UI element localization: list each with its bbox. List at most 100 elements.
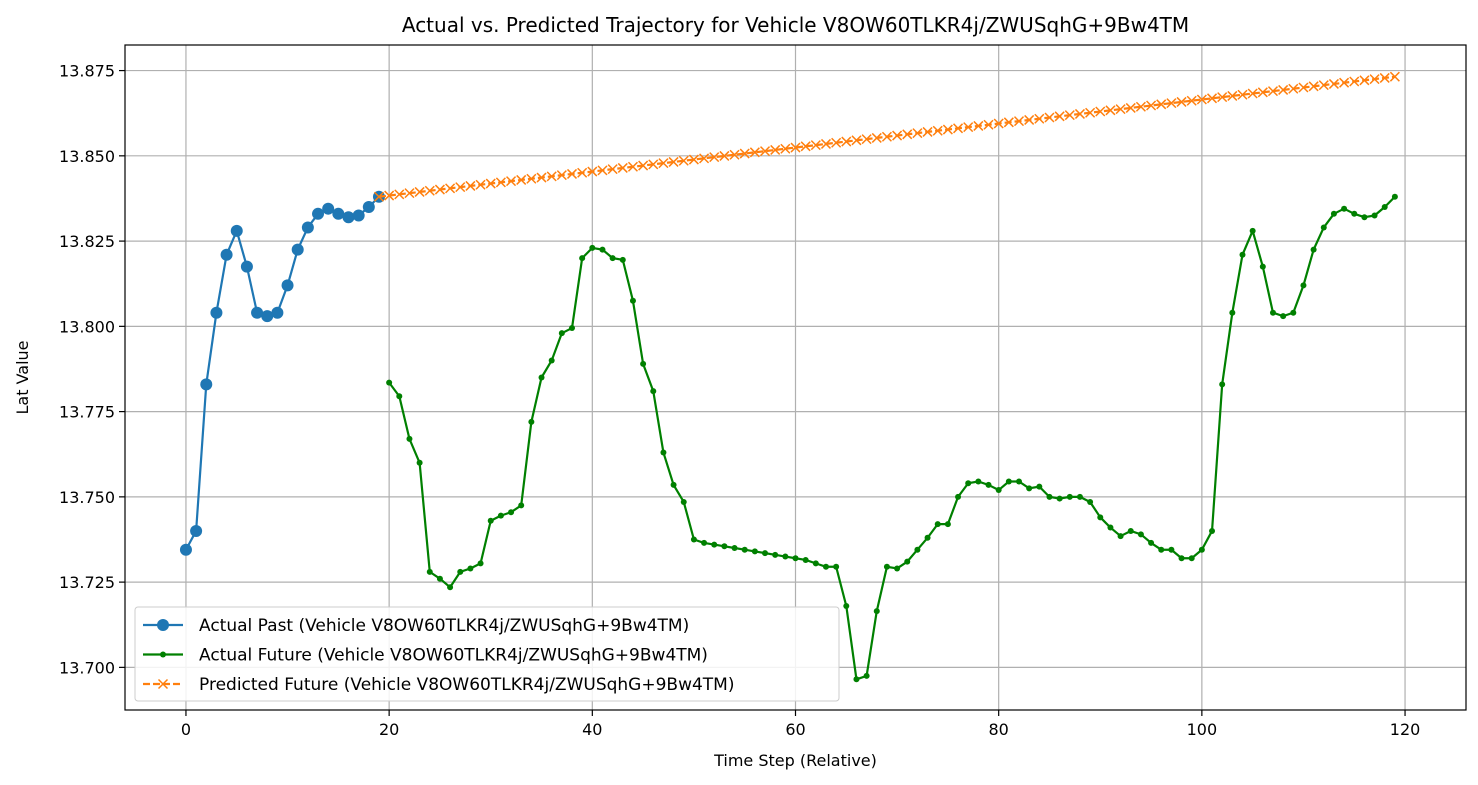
legend: Actual Past (Vehicle V8OW60TLKR4j/ZWUSqh… bbox=[134, 606, 840, 702]
data-point bbox=[546, 171, 557, 182]
data-point bbox=[1391, 193, 1398, 200]
data-point bbox=[833, 563, 840, 570]
data-point bbox=[711, 541, 718, 548]
data-point bbox=[569, 325, 575, 332]
data-point bbox=[699, 153, 710, 164]
data-point bbox=[965, 480, 972, 487]
data-point bbox=[1310, 246, 1317, 253]
legend-swatch-marker bbox=[157, 678, 169, 690]
data-point bbox=[1168, 546, 1175, 553]
data-point bbox=[995, 487, 1002, 494]
data-point bbox=[516, 174, 527, 185]
data-point bbox=[1085, 107, 1096, 118]
x-tick-label: 60 bbox=[785, 720, 805, 739]
data-point bbox=[414, 186, 425, 197]
data-point bbox=[1066, 493, 1073, 500]
legend-item: Actual Future (Vehicle V8OW60TLKR4j/ZWUS… bbox=[143, 646, 708, 666]
data-point bbox=[220, 248, 233, 261]
data-point bbox=[332, 207, 345, 220]
data-point bbox=[1064, 110, 1075, 121]
data-point bbox=[352, 209, 365, 222]
data-point bbox=[820, 138, 832, 149]
data-point bbox=[179, 543, 192, 556]
data-point bbox=[1198, 546, 1205, 553]
data-point bbox=[670, 481, 677, 488]
data-point bbox=[759, 146, 771, 157]
data-point bbox=[904, 558, 911, 565]
data-point bbox=[1076, 493, 1083, 500]
data-point bbox=[240, 260, 253, 273]
legend-label: Predicted Future (Vehicle V8OW60TLKR4j/Z… bbox=[199, 675, 734, 695]
data-point bbox=[1369, 74, 1380, 85]
data-point bbox=[922, 126, 933, 137]
data-point bbox=[772, 551, 779, 558]
data-point bbox=[963, 122, 974, 133]
y-tick-label: 13.700 bbox=[59, 658, 115, 677]
data-point bbox=[627, 161, 638, 172]
data-point bbox=[301, 221, 314, 234]
data-point bbox=[1026, 485, 1033, 492]
data-point bbox=[841, 136, 852, 147]
data-point bbox=[660, 449, 667, 456]
data-point bbox=[1278, 84, 1289, 95]
data-point bbox=[384, 190, 395, 201]
data-point bbox=[322, 202, 335, 215]
data-point bbox=[426, 568, 433, 575]
x-tick-label: 80 bbox=[989, 720, 1009, 739]
data-point bbox=[1219, 381, 1226, 388]
data-point bbox=[1115, 104, 1126, 115]
data-point bbox=[1288, 83, 1299, 94]
data-point bbox=[1371, 212, 1378, 219]
data-point bbox=[810, 140, 821, 151]
data-point bbox=[1196, 94, 1207, 105]
data-point bbox=[1176, 96, 1187, 107]
data-point bbox=[1125, 102, 1136, 113]
data-point bbox=[536, 172, 547, 183]
data-point bbox=[599, 246, 606, 253]
data-point bbox=[342, 211, 355, 224]
data-point bbox=[1257, 87, 1268, 98]
data-point bbox=[993, 118, 1004, 129]
data-point bbox=[1034, 113, 1045, 124]
data-point bbox=[1259, 263, 1266, 270]
data-point bbox=[688, 154, 699, 165]
x-tick-label: 100 bbox=[1187, 720, 1218, 739]
data-point bbox=[281, 279, 294, 292]
data-point bbox=[729, 149, 740, 160]
data-point bbox=[396, 393, 403, 400]
data-point bbox=[924, 534, 931, 541]
y-tick-label: 13.775 bbox=[59, 403, 115, 422]
data-point bbox=[518, 502, 525, 509]
data-point bbox=[1267, 86, 1279, 97]
data-point bbox=[1046, 493, 1053, 500]
data-point bbox=[200, 378, 213, 391]
data-point bbox=[1239, 251, 1246, 258]
data-point bbox=[873, 608, 880, 615]
data-point bbox=[1074, 108, 1085, 119]
data-point bbox=[230, 224, 243, 237]
data-point bbox=[955, 493, 962, 500]
data-point bbox=[678, 155, 689, 166]
data-point bbox=[597, 165, 608, 176]
data-point bbox=[1290, 309, 1297, 316]
data-point bbox=[291, 243, 304, 256]
data-point bbox=[1135, 101, 1146, 112]
data-point bbox=[983, 119, 994, 130]
data-point bbox=[609, 255, 616, 262]
data-point bbox=[487, 517, 494, 524]
data-point bbox=[912, 128, 923, 139]
data-point bbox=[210, 306, 223, 319]
data-point bbox=[445, 183, 456, 194]
y-tick-label: 13.850 bbox=[59, 147, 115, 166]
data-point bbox=[566, 168, 578, 179]
data-point bbox=[790, 142, 801, 153]
data-point bbox=[1013, 116, 1025, 127]
data-point bbox=[1359, 75, 1370, 86]
data-point bbox=[508, 509, 515, 516]
data-point bbox=[894, 565, 901, 572]
data-point bbox=[1229, 309, 1236, 316]
data-point bbox=[434, 184, 445, 195]
data-point bbox=[934, 521, 941, 528]
data-point bbox=[1339, 77, 1350, 88]
legend-item: Actual Past (Vehicle V8OW60TLKR4j/ZWUSqh… bbox=[143, 616, 689, 636]
